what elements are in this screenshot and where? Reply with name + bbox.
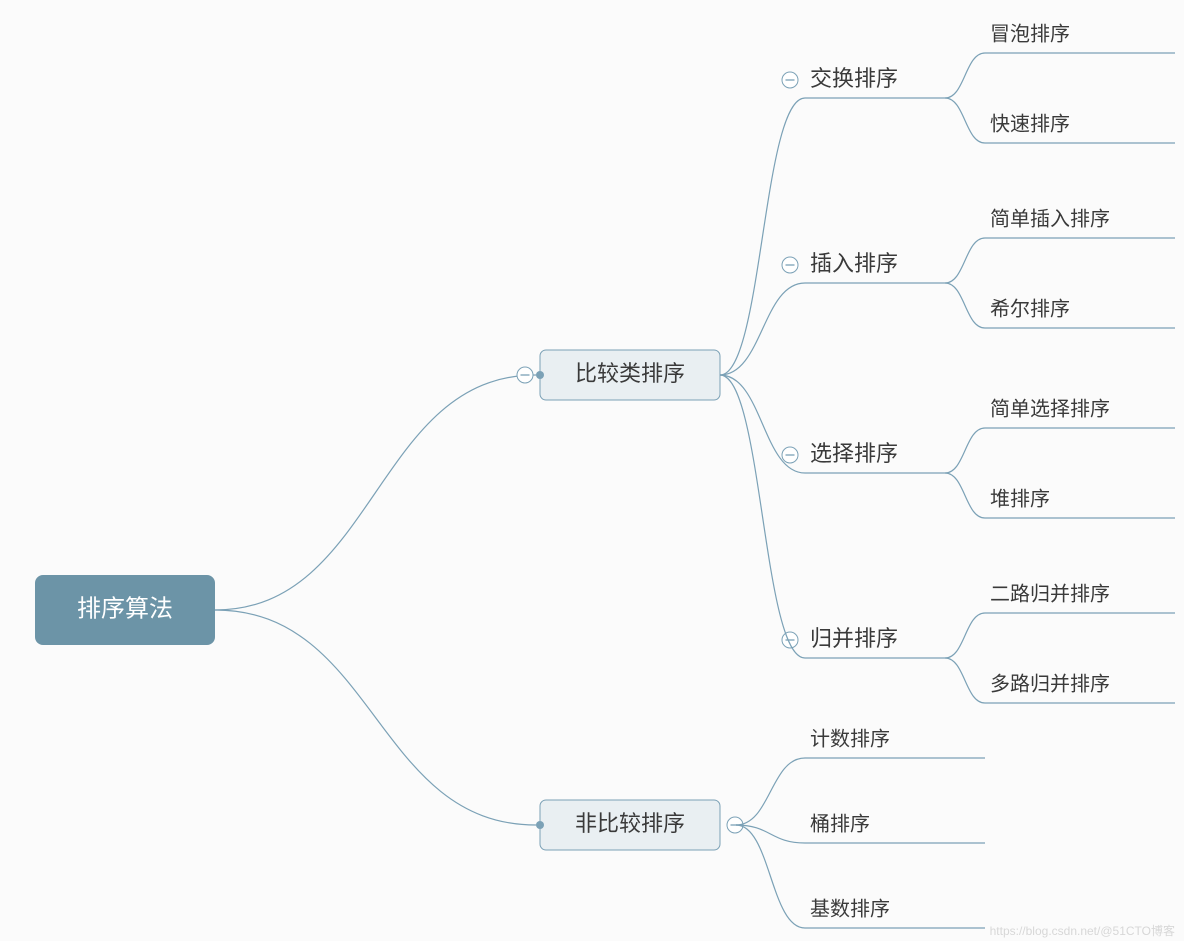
edge-noncompare-leaf	[736, 825, 805, 928]
leaf-label[interactable]: 希尔排序	[990, 297, 1070, 320]
leaf-label[interactable]: 简单选择排序	[990, 397, 1110, 420]
edge-merge-leaf	[945, 658, 985, 703]
edge-select-leaf	[945, 428, 985, 473]
mindmap-canvas: 排序算法 比较类排序非比较排序 交换排序 冒泡排序快速排序插入排序 简单插入排序希尔排序…	[0, 0, 1184, 941]
collapse-icon-insert[interactable]	[782, 257, 798, 273]
edge-compare-insert	[720, 283, 805, 375]
leaf-label[interactable]: 基数排序	[810, 897, 890, 920]
edge-exchange-leaf	[945, 53, 985, 98]
collapse-icon-exchange[interactable]	[782, 72, 798, 88]
edge-insert-leaf	[945, 283, 985, 328]
edge-compare-exchange	[720, 98, 805, 375]
edge-noncompare-leaf	[736, 825, 805, 843]
watermark-text: https://blog.csdn.net/@51CTO博客	[990, 923, 1175, 938]
collapse-icon-merge[interactable]	[782, 632, 798, 648]
subbranch-label[interactable]: 归并排序	[810, 626, 898, 651]
leaf-label[interactable]: 快速排序	[990, 112, 1070, 135]
leaf-label[interactable]: 多路归并排序	[990, 672, 1110, 695]
leaf-label[interactable]: 二路归并排序	[990, 582, 1110, 605]
branch-node-noncompare[interactable]: 非比较排序	[540, 800, 720, 850]
branch-node-compare[interactable]: 比较类排序	[540, 350, 720, 400]
edge-select-leaf	[945, 473, 985, 518]
edge-exchange-leaf	[945, 98, 985, 143]
leaf-label[interactable]: 堆排序	[990, 487, 1050, 510]
branch-dot-icon	[536, 371, 544, 379]
edge-merge-leaf	[945, 613, 985, 658]
leaf-label[interactable]: 简单插入排序	[990, 207, 1110, 230]
branch-label: 非比较排序	[575, 811, 685, 836]
branch-label: 比较类排序	[575, 361, 685, 386]
subbranch-label[interactable]: 交换排序	[810, 66, 898, 91]
branch-dot-icon	[536, 821, 544, 829]
subbranch-label[interactable]: 选择排序	[810, 441, 898, 466]
edge-noncompare-leaf	[736, 758, 805, 825]
root-node[interactable]: 排序算法	[35, 575, 215, 645]
subbranch-label[interactable]: 插入排序	[810, 251, 898, 276]
leaf-label[interactable]: 桶排序	[810, 812, 870, 835]
edge-insert-leaf	[945, 238, 985, 283]
collapse-icon-select[interactable]	[782, 447, 798, 463]
collapse-icon-compare[interactable]	[517, 367, 533, 383]
leaf-label[interactable]: 冒泡排序	[990, 22, 1070, 45]
edge-root-noncompare	[215, 610, 536, 825]
edge-compare-merge	[720, 375, 805, 658]
leaf-label[interactable]: 计数排序	[810, 727, 890, 750]
edge-root-compare	[215, 375, 536, 610]
root-label: 排序算法	[77, 595, 173, 622]
